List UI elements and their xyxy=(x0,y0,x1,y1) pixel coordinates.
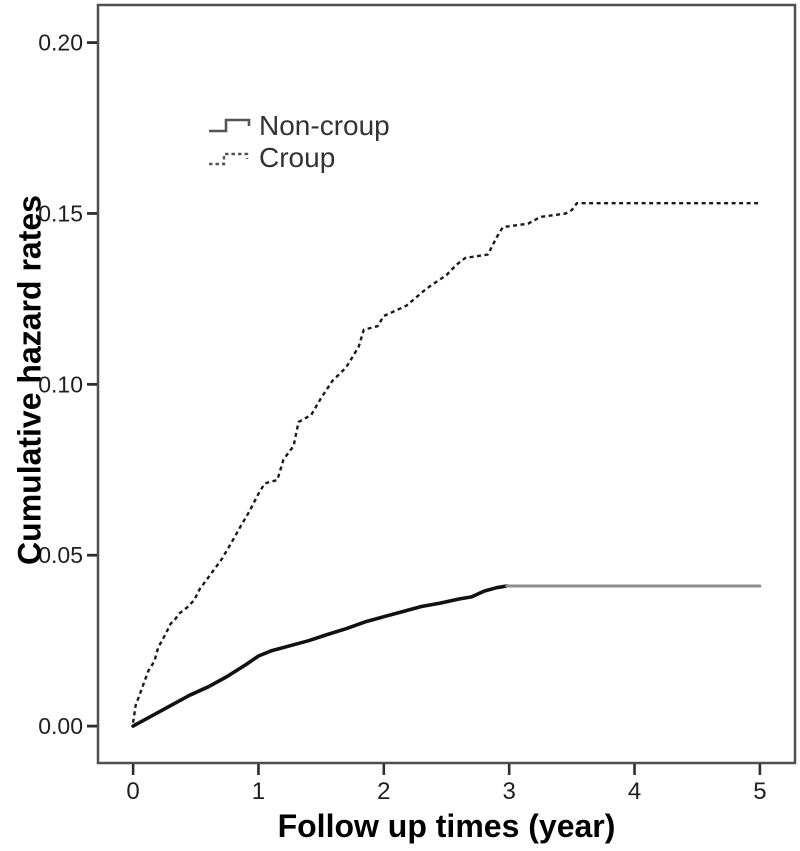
x-tick-label: 1 xyxy=(252,778,265,805)
legend-label-croup: Croup xyxy=(259,142,336,173)
y-tick-label: 0.05 xyxy=(38,542,83,568)
plot-border xyxy=(96,3,797,765)
y-tick-label: 0.00 xyxy=(38,713,83,739)
x-tick-label: 3 xyxy=(503,778,516,805)
y-tick-label: 0.10 xyxy=(38,371,83,397)
curve-non-croup xyxy=(131,584,509,728)
x-tick-label: 5 xyxy=(753,778,766,805)
legend-item-croup: Croup xyxy=(207,142,390,174)
legend: Non-croup Croup xyxy=(207,110,390,174)
x-tick-label: 0 xyxy=(126,778,139,805)
x-tick-label: 4 xyxy=(628,778,641,805)
y-tick-label: 0.20 xyxy=(38,30,83,56)
x-axis-title: Follow up times (year) xyxy=(277,808,616,844)
curve-croup xyxy=(131,202,760,723)
y-axis-title: Cumulative hazard rates xyxy=(11,195,48,565)
x-tick-label: 2 xyxy=(377,778,390,805)
y-tick-label: 0.15 xyxy=(38,200,83,226)
legend-item-noncroup: Non-croup xyxy=(207,110,390,142)
noncroup-step-line-icon xyxy=(209,118,251,133)
croup-step-line-icon xyxy=(209,152,249,166)
legend-label-noncroup: Non-croup xyxy=(259,110,390,141)
